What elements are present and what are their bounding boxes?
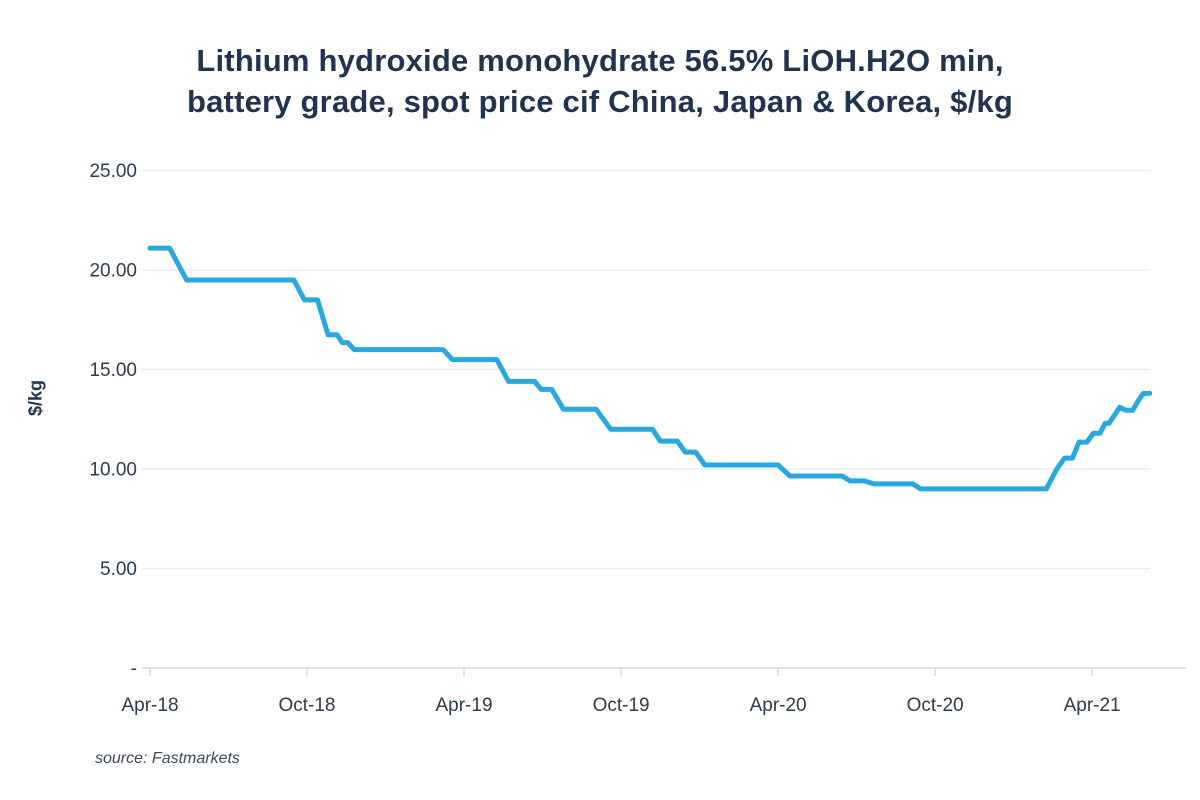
x-tick-label: Apr-18 — [121, 695, 178, 716]
y-tick-label: 10.00 — [89, 460, 137, 481]
x-tick-label: Apr-19 — [435, 695, 492, 716]
x-tick-label: Apr-20 — [750, 695, 807, 716]
y-tick-label: 25.00 — [89, 161, 137, 182]
y-tick-label: 15.00 — [89, 360, 137, 381]
chart-title-line2: battery grade, spot price cif China, Jap… — [186, 84, 1014, 119]
x-tick-label: Oct-19 — [593, 695, 650, 716]
chart-title: Lithium hydroxide monohydrate 56.5% LiOH… — [0, 40, 1200, 122]
x-tick-label: Oct-20 — [907, 695, 964, 716]
source-caption: source: Fastmarkets — [95, 750, 240, 767]
x-tick-label: Apr-21 — [1064, 695, 1121, 716]
chart-title-line1: Lithium hydroxide monohydrate 56.5% LiOH… — [196, 43, 1004, 78]
y-tick-label: - — [131, 659, 137, 680]
price-line — [147, 245, 1153, 492]
y-tick-label: 5.00 — [100, 559, 137, 580]
y-tick-label: 20.00 — [89, 261, 137, 282]
x-tick-label: Oct-18 — [278, 695, 335, 716]
